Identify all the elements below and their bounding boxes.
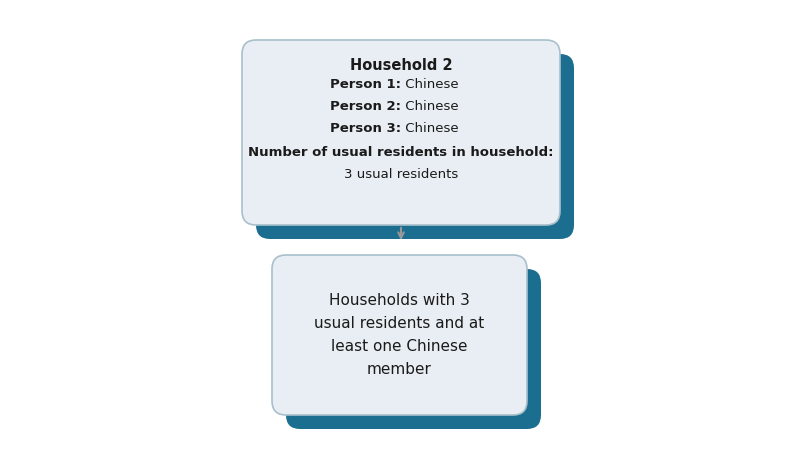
Text: Chinese: Chinese	[401, 99, 458, 112]
Text: Number of usual residents in household:: Number of usual residents in household:	[248, 145, 554, 158]
Text: Chinese: Chinese	[401, 122, 458, 135]
FancyBboxPatch shape	[242, 40, 560, 225]
Text: Chinese: Chinese	[401, 77, 458, 90]
Text: Households with 3
usual residents and at
least one Chinese
member: Households with 3 usual residents and at…	[314, 293, 485, 377]
FancyBboxPatch shape	[256, 54, 574, 239]
Text: Person 1:: Person 1:	[330, 77, 401, 90]
Text: Person 2:: Person 2:	[330, 99, 401, 112]
Text: Person 3:: Person 3:	[330, 122, 401, 135]
FancyBboxPatch shape	[272, 255, 527, 415]
Text: 3 usual residents: 3 usual residents	[344, 167, 458, 180]
Text: Household 2: Household 2	[350, 58, 452, 73]
FancyBboxPatch shape	[286, 269, 541, 429]
